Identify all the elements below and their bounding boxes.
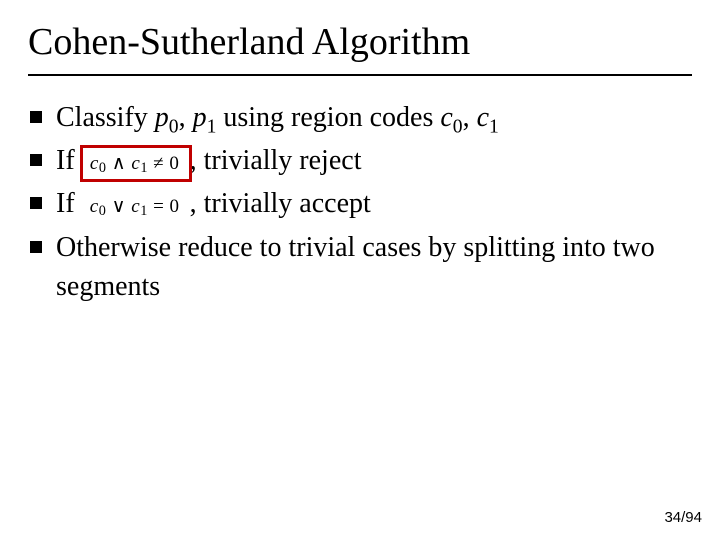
var-c0: c	[440, 102, 452, 133]
sub-1: 1	[140, 160, 148, 176]
var-p0: p	[155, 102, 169, 133]
sub-1: 1	[489, 117, 499, 138]
bullet-item-3: If c0 ∨ c1 = 0 , trivially accept	[30, 184, 692, 223]
text: If	[56, 145, 82, 176]
eq-zero: = 0	[148, 196, 180, 217]
var-c0: c	[90, 196, 99, 217]
slide-title: Cohen-Sutherland Algorithm	[28, 20, 692, 64]
text: ,	[179, 102, 193, 133]
sub-0: 0	[169, 117, 179, 138]
slide: Cohen-Sutherland Algorithm Classify p0, …	[0, 0, 720, 540]
bullet-item-4: Otherwise reduce to trivial cases by spl…	[30, 228, 692, 306]
text: Classify	[56, 102, 155, 133]
var-c1: c	[477, 102, 489, 133]
sub-0: 0	[99, 160, 107, 176]
bullet-text-4: Otherwise reduce to trivial cases by spl…	[56, 228, 692, 306]
sub-0: 0	[99, 203, 107, 219]
var-c1: c	[131, 153, 140, 174]
bullet-item-1: Classify p0, p1 using region codes c0, c…	[30, 98, 692, 137]
var-c0: c	[90, 153, 99, 174]
page-number: 34/94	[664, 509, 702, 526]
text: ,	[463, 102, 477, 133]
sub-1: 1	[140, 203, 148, 219]
equation-reject: c0 ∧ c1 ≠ 0	[82, 151, 190, 178]
text: , trivially reject	[190, 145, 362, 176]
or-op: ∨	[106, 196, 131, 217]
bullet-text-1: Classify p0, p1 using region codes c0, c…	[56, 98, 692, 137]
neq-zero: ≠ 0	[148, 153, 179, 174]
var-c1: c	[131, 196, 140, 217]
text: If	[56, 188, 82, 219]
bullet-item-2: If c0 ∧ c1 ≠ 0 , trivially reject	[30, 141, 692, 180]
sub-1: 1	[207, 117, 217, 138]
equation-accept: c0 ∨ c1 = 0	[82, 194, 190, 221]
bullet-text-2: If c0 ∧ c1 ≠ 0 , trivially reject	[56, 141, 692, 180]
square-bullet-icon	[30, 241, 42, 253]
text: , trivially accept	[190, 188, 371, 219]
bullet-text-3: If c0 ∨ c1 = 0 , trivially accept	[56, 184, 692, 223]
square-bullet-icon	[30, 111, 42, 123]
and-op: ∧	[106, 153, 131, 174]
square-bullet-icon	[30, 197, 42, 209]
title-rule	[28, 74, 692, 76]
var-p1: p	[193, 102, 207, 133]
sub-0: 0	[453, 117, 463, 138]
text: using region codes	[216, 102, 440, 133]
square-bullet-icon	[30, 154, 42, 166]
bullet-list: Classify p0, p1 using region codes c0, c…	[28, 98, 692, 306]
